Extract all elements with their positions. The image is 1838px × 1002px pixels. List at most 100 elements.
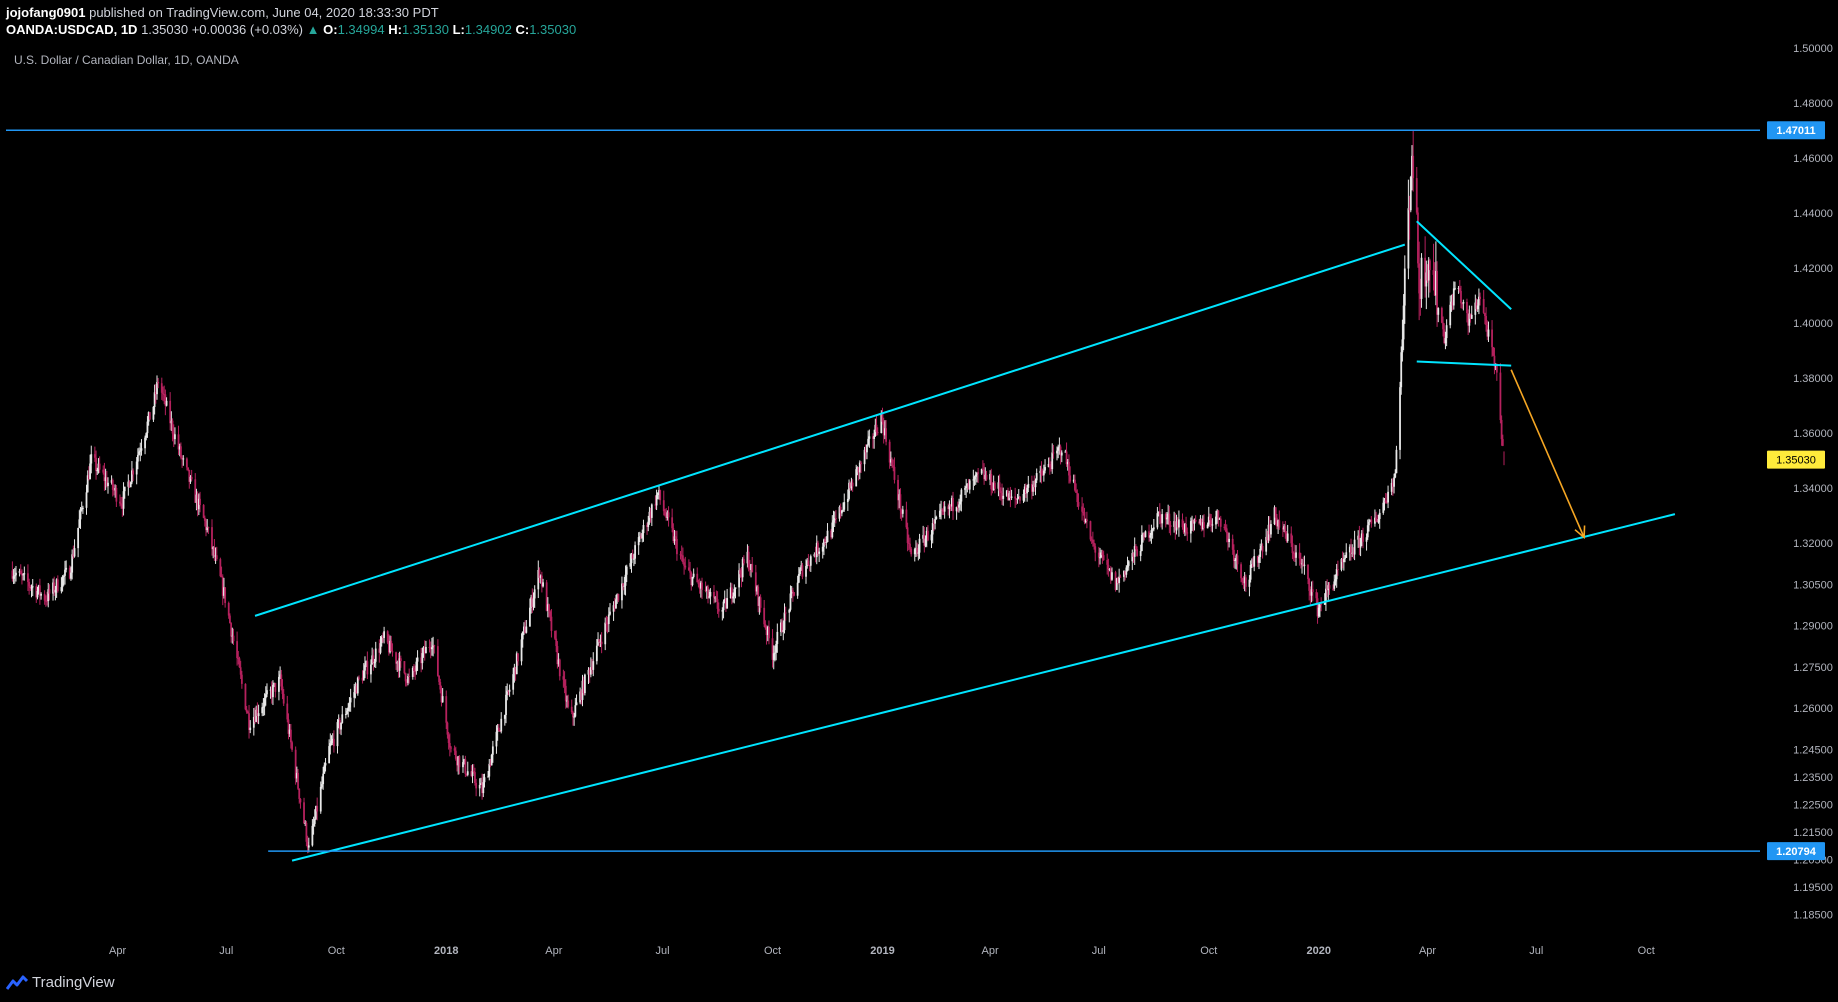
candle-body: [949, 504, 952, 507]
candle-body: [840, 510, 843, 514]
candle-body: [876, 432, 879, 434]
candle-body: [111, 480, 114, 490]
candle-body: [362, 670, 365, 681]
candle-body: [72, 554, 75, 557]
candle-body: [465, 773, 468, 775]
candle-body: [641, 533, 644, 539]
candle-body: [144, 437, 146, 449]
candle-body: [416, 657, 419, 662]
candle-body: [1344, 557, 1346, 559]
candle-body: [930, 534, 933, 541]
candle-body: [1445, 325, 1448, 339]
candle-body: [746, 551, 749, 564]
candle-body: [537, 569, 540, 590]
candle-body: [195, 494, 198, 503]
candle-body: [1009, 493, 1012, 498]
publish-info: jojofang0901 published on TradingView.co…: [6, 5, 439, 20]
candle-body: [496, 727, 499, 732]
candle-body: [523, 626, 525, 632]
candle-body: [893, 466, 896, 480]
candle-body: [372, 655, 375, 664]
candle-body: [1278, 520, 1281, 528]
candle-body: [900, 510, 903, 514]
candle-body: [1425, 272, 1428, 287]
candle-body: [27, 573, 29, 582]
candle-body: [564, 685, 567, 702]
price-tick-label: 1.30500: [1793, 579, 1833, 591]
symbol-label[interactable]: OANDA:USDCAD, 1D: [6, 22, 138, 37]
time-tick-label: 2018: [434, 945, 458, 957]
candle-body: [1140, 534, 1143, 552]
candle-body: [1076, 492, 1079, 503]
author-name[interactable]: jojofang0901: [6, 5, 86, 20]
candle-body: [1359, 538, 1362, 548]
candle-body: [1027, 483, 1030, 488]
candle-body: [1231, 538, 1234, 550]
candle-body: [656, 492, 659, 495]
candle-body: [942, 510, 945, 512]
candle-body: [1042, 470, 1045, 476]
candle-body: [550, 616, 553, 631]
candle-body: [905, 509, 908, 528]
candle-body: [1127, 561, 1130, 566]
time-tick-label: Oct: [1638, 945, 1655, 957]
candle-body: [592, 661, 595, 670]
candle-body: [597, 639, 599, 646]
candle-body: [1169, 525, 1172, 527]
candle-body: [110, 480, 113, 483]
candle-body: [1069, 475, 1072, 482]
candle-body: [1461, 303, 1464, 305]
candle-body: [423, 647, 426, 654]
candle-body: [599, 641, 602, 643]
price-chart[interactable]: U.S. Dollar / Canadian Dollar, 1D, OANDA…: [0, 42, 1838, 964]
ohlc-info: OANDA:USDCAD, 1D 1.35030 +0.00036 (+0.03…: [6, 22, 576, 37]
high-label: H:: [388, 22, 402, 37]
candle-body: [1427, 260, 1430, 281]
candle-body: [906, 527, 909, 543]
time-tick-label: Oct: [1200, 945, 1217, 957]
candle-body: [1114, 572, 1117, 590]
candle-body: [638, 536, 641, 538]
candle-body: [1393, 477, 1395, 487]
candle-body: [1224, 527, 1227, 529]
candle-body: [1492, 347, 1495, 356]
candle-body: [960, 489, 963, 502]
candle-body: [583, 674, 586, 694]
candle-body: [948, 504, 951, 510]
price-tick-label: 1.27500: [1793, 662, 1833, 674]
candle-body: [722, 601, 725, 611]
candle-body: [665, 515, 668, 519]
candle-body: [1025, 486, 1027, 494]
candle-body: [1227, 533, 1229, 543]
tradingview-logo[interactable]: TradingView: [6, 974, 115, 991]
candle-body: [609, 611, 611, 615]
candle-body: [458, 756, 461, 768]
candle-body: [48, 589, 51, 594]
price-tick-label: 1.36000: [1793, 428, 1833, 440]
price-axis[interactable]: 1.50000 1.48000 1.46000 1.44000 1.42000 1.400…: [1760, 42, 1838, 922]
candle-body: [221, 576, 224, 596]
candle-body: [1077, 502, 1080, 507]
candle-body: [782, 630, 785, 632]
open-label: O:: [323, 22, 338, 37]
candle-body: [934, 519, 936, 524]
candle-body: [858, 462, 861, 473]
candle-body: [1164, 514, 1167, 520]
candle-body: [1118, 576, 1121, 583]
candle-body: [545, 582, 548, 611]
candle-body: [849, 482, 852, 489]
candle-body: [282, 693, 285, 704]
time-axis[interactable]: Apr Jul Oct 2018 Apr Jul Oct 2019 Apr Jul Oct 2020 A…: [109, 945, 1655, 957]
candle-body: [68, 567, 71, 579]
candle-body: [818, 551, 821, 554]
candle-body: [1276, 517, 1278, 527]
candle-body: [464, 759, 467, 774]
candle-body: [747, 551, 750, 570]
candle-body: [1345, 552, 1348, 558]
candle-body: [732, 596, 734, 599]
candle-body: [697, 582, 700, 585]
candle-body: [967, 483, 970, 490]
candle-body: [965, 486, 968, 489]
candle-body: [1419, 293, 1422, 299]
candle-body: [1390, 482, 1393, 492]
